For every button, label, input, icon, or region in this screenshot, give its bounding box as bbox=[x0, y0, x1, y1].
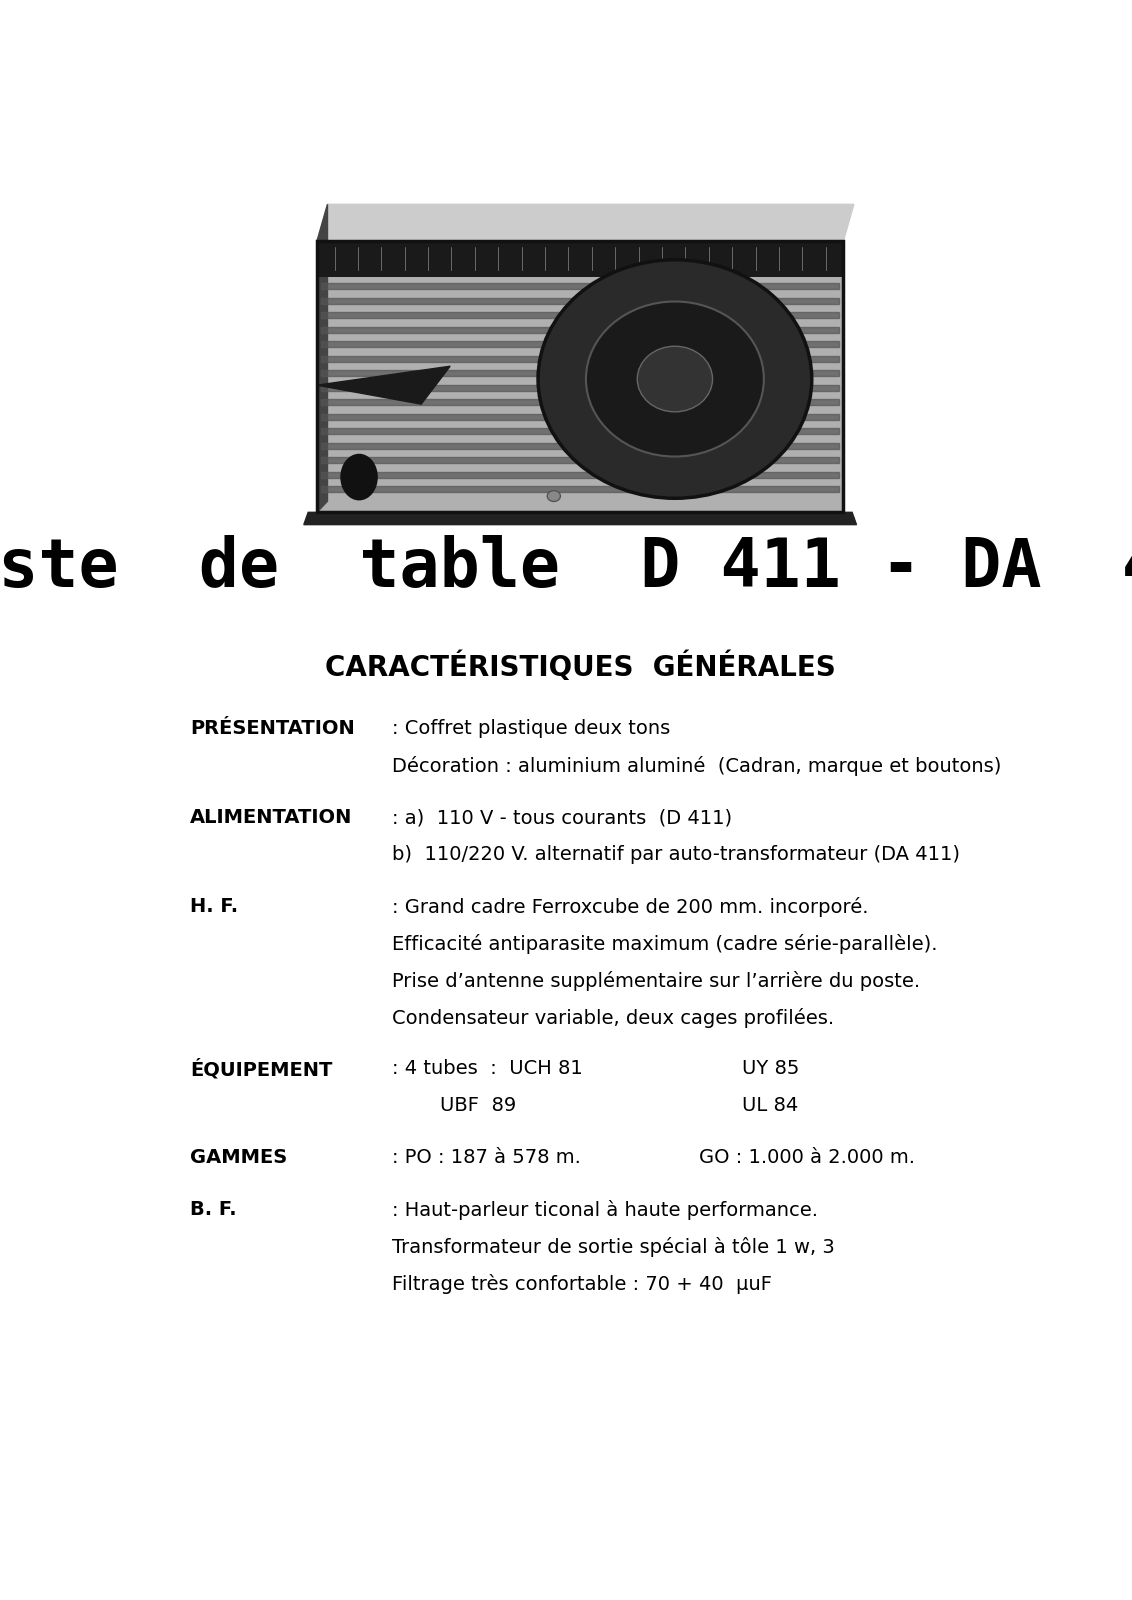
Polygon shape bbox=[321, 429, 839, 434]
Ellipse shape bbox=[586, 301, 764, 456]
Text: GAMMES: GAMMES bbox=[190, 1149, 288, 1166]
Ellipse shape bbox=[547, 491, 560, 501]
Text: GO : 1.000 à 2.000 m.: GO : 1.000 à 2.000 m. bbox=[698, 1149, 915, 1166]
Text: Prise d’antenne supplémentaire sur l’arrière du poste.: Prise d’antenne supplémentaire sur l’arr… bbox=[392, 971, 919, 990]
Polygon shape bbox=[321, 341, 839, 347]
Polygon shape bbox=[317, 205, 854, 242]
Polygon shape bbox=[303, 512, 857, 525]
Text: ALIMENTATION: ALIMENTATION bbox=[190, 808, 352, 827]
Text: : Haut-parleur ticonal à haute performance.: : Haut-parleur ticonal à haute performan… bbox=[392, 1200, 817, 1219]
Polygon shape bbox=[321, 400, 839, 405]
Bar bbox=[317, 242, 843, 277]
Polygon shape bbox=[321, 283, 839, 290]
Text: UBF  89: UBF 89 bbox=[439, 1096, 516, 1115]
Text: Transformateur de sortie spécial à tôle 1 w, 3: Transformateur de sortie spécial à tôle … bbox=[392, 1237, 834, 1256]
Polygon shape bbox=[321, 443, 839, 448]
Bar bbox=[317, 242, 843, 512]
Ellipse shape bbox=[637, 346, 712, 411]
Text: UY 85: UY 85 bbox=[743, 1059, 800, 1078]
Polygon shape bbox=[321, 298, 839, 304]
Polygon shape bbox=[321, 414, 839, 419]
Bar bbox=[317, 242, 843, 512]
Text: : Grand cadre Ferroxcube de 200 mm. incorporé.: : Grand cadre Ferroxcube de 200 mm. inco… bbox=[392, 896, 868, 917]
Text: : a)  110 V - tous courants  (D 411): : a) 110 V - tous courants (D 411) bbox=[392, 808, 731, 827]
Polygon shape bbox=[321, 458, 839, 462]
Text: Efficacité antiparasite maximum (cadre série-parallèle).: Efficacité antiparasite maximum (cadre s… bbox=[392, 934, 937, 954]
Polygon shape bbox=[317, 205, 327, 512]
Text: Décoration : aluminium aluminé  (Cadran, marque et boutons): Décoration : aluminium aluminé (Cadran, … bbox=[392, 757, 1001, 776]
Text: ÉQUIPEMENT: ÉQUIPEMENT bbox=[190, 1059, 332, 1080]
Ellipse shape bbox=[342, 454, 377, 499]
Text: : PO : 187 à 578 m.: : PO : 187 à 578 m. bbox=[392, 1149, 581, 1166]
Text: : Coffret plastique deux tons: : Coffret plastique deux tons bbox=[392, 720, 670, 738]
Polygon shape bbox=[321, 386, 839, 390]
Text: H. F.: H. F. bbox=[190, 896, 238, 915]
Text: B. F.: B. F. bbox=[190, 1200, 237, 1219]
Polygon shape bbox=[321, 312, 839, 318]
Text: : 4 tubes  :  UCH 81: : 4 tubes : UCH 81 bbox=[392, 1059, 582, 1078]
Polygon shape bbox=[317, 366, 451, 405]
Text: b)  110/220 V. alternatif par auto-transformateur (DA 411): b) 110/220 V. alternatif par auto-transf… bbox=[392, 845, 960, 864]
Text: UL 84: UL 84 bbox=[743, 1096, 799, 1115]
Text: Poste  de  table  D 411 - DA  411: Poste de table D 411 - DA 411 bbox=[0, 534, 1132, 600]
Text: Condensateur variable, deux cages profilées.: Condensateur variable, deux cages profil… bbox=[392, 1008, 833, 1027]
Ellipse shape bbox=[538, 259, 812, 498]
Text: PRÉSENTATION: PRÉSENTATION bbox=[190, 720, 354, 738]
Text: Filtrage très confortable : 70 + 40  µuF: Filtrage très confortable : 70 + 40 µuF bbox=[392, 1274, 772, 1294]
Text: CARACTÉRISTIQUES  GÉNÉRALES: CARACTÉRISTIQUES GÉNÉRALES bbox=[325, 651, 835, 682]
Polygon shape bbox=[321, 355, 839, 362]
Polygon shape bbox=[321, 486, 839, 493]
Polygon shape bbox=[321, 472, 839, 477]
Polygon shape bbox=[321, 326, 839, 333]
Polygon shape bbox=[321, 370, 839, 376]
